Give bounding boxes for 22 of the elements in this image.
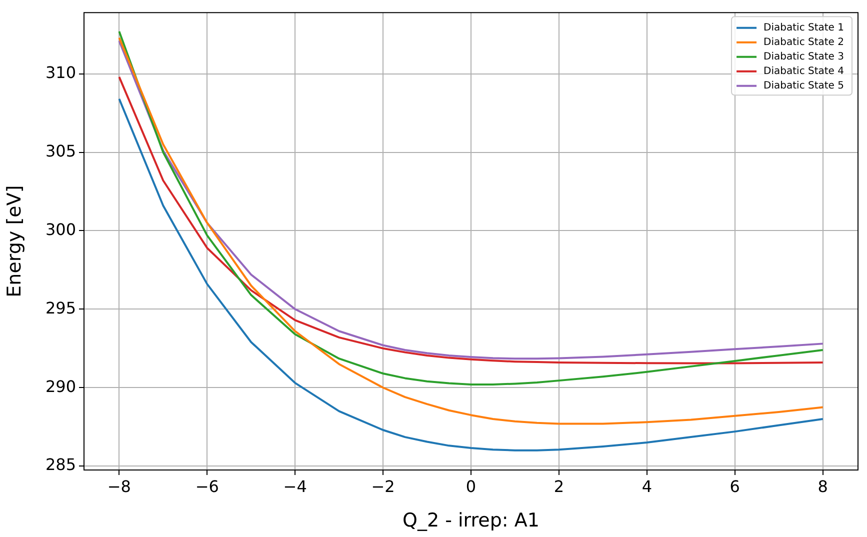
- x-axis-title: Q_2 - irrep: A1: [402, 510, 540, 532]
- legend-label: Diabatic State 3: [764, 51, 844, 62]
- y-axis-title: Energy [eV]: [3, 185, 26, 298]
- x-tick-label: −6: [195, 476, 219, 496]
- y-tick-label: 310: [45, 62, 76, 82]
- y-tick-label: 295: [45, 298, 76, 318]
- y-tick-label: 290: [45, 376, 76, 396]
- legend-label: Diabatic State 4: [764, 66, 844, 77]
- x-tick-label: 4: [642, 476, 652, 496]
- x-tick-label: 2: [554, 476, 564, 496]
- legend-label: Diabatic State 5: [764, 80, 844, 92]
- legend-label: Diabatic State 1: [764, 22, 844, 34]
- y-tick-label: 300: [45, 220, 76, 239]
- x-tick-label: −2: [371, 476, 395, 496]
- legend-label: Diabatic State 2: [764, 36, 844, 48]
- x-tick-label: 0: [466, 476, 476, 496]
- y-tick-label: 305: [45, 141, 76, 160]
- x-tick-label: 8: [818, 476, 828, 496]
- y-tick-label: 285: [45, 455, 76, 474]
- x-tick-label: −8: [107, 476, 131, 496]
- x-tick-label: −4: [283, 476, 307, 496]
- x-tick-label: 6: [730, 476, 740, 496]
